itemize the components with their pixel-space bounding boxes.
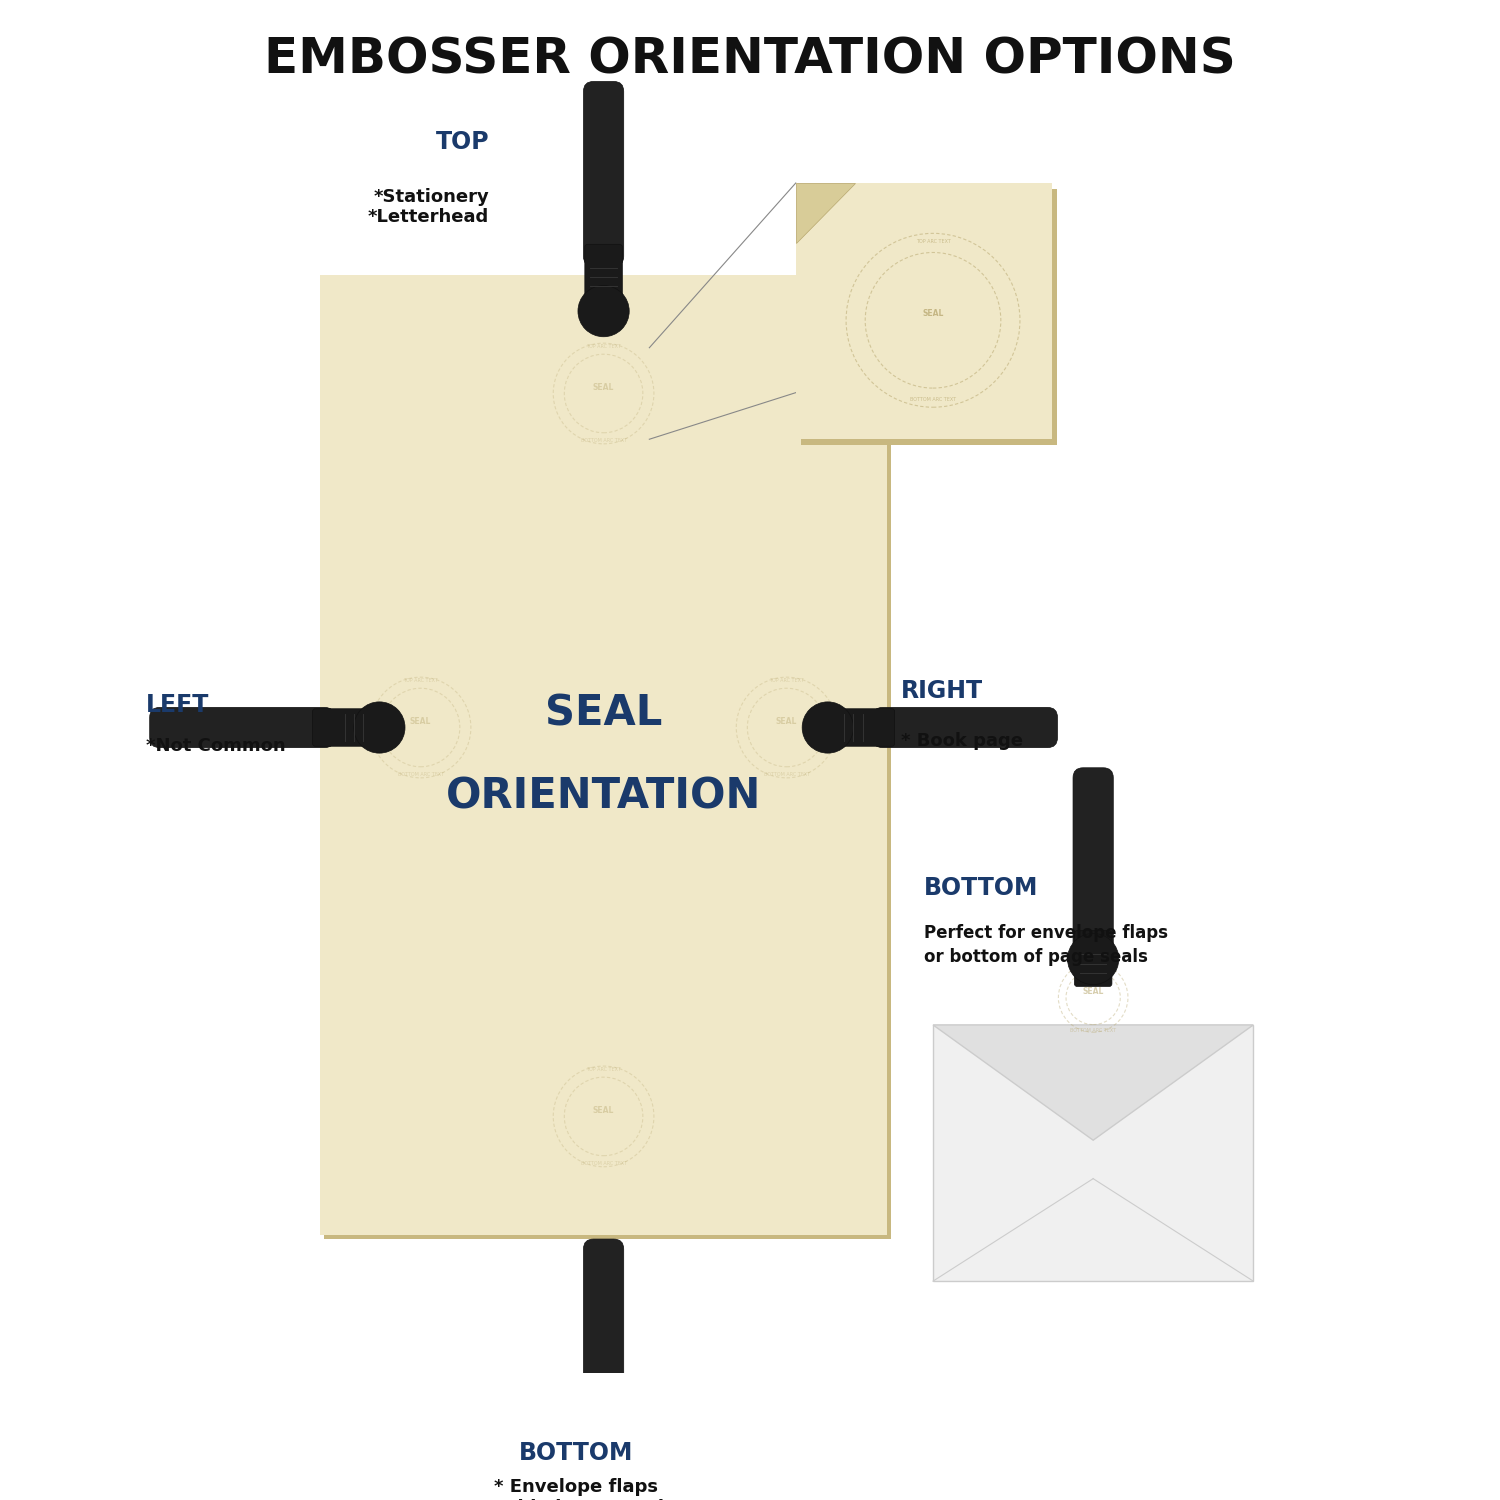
FancyBboxPatch shape xyxy=(839,708,894,747)
Text: *Stationery
*Letterhead: *Stationery *Letterhead xyxy=(368,188,489,226)
FancyBboxPatch shape xyxy=(801,189,1058,444)
Text: SEAL: SEAL xyxy=(544,693,663,735)
Text: * Book page: * Book page xyxy=(902,732,1023,750)
FancyBboxPatch shape xyxy=(585,1402,622,1458)
Text: BOTTOM ARC TEXT: BOTTOM ARC TEXT xyxy=(398,772,444,777)
Circle shape xyxy=(1068,933,1119,984)
Text: ORIENTATION: ORIENTATION xyxy=(446,776,762,818)
Circle shape xyxy=(354,702,405,753)
Text: TOP ARC TEXT: TOP ARC TEXT xyxy=(586,344,621,350)
FancyBboxPatch shape xyxy=(584,1239,624,1424)
FancyBboxPatch shape xyxy=(312,708,369,747)
FancyBboxPatch shape xyxy=(796,183,1052,440)
Circle shape xyxy=(578,285,628,338)
Text: SEAL: SEAL xyxy=(410,717,432,726)
Text: TOP ARC TEXT: TOP ARC TEXT xyxy=(770,678,804,682)
Text: TOP ARC TEXT: TOP ARC TEXT xyxy=(915,238,951,244)
Text: LEFT: LEFT xyxy=(146,693,210,717)
Text: BOTTOM ARC TEXT: BOTTOM ARC TEXT xyxy=(580,1161,627,1166)
Text: * Envelope flaps
* Folded note cards: * Envelope flaps * Folded note cards xyxy=(478,1478,675,1500)
Polygon shape xyxy=(933,1024,1254,1140)
FancyBboxPatch shape xyxy=(320,274,888,1236)
FancyBboxPatch shape xyxy=(1072,768,1113,952)
FancyBboxPatch shape xyxy=(873,708,1058,747)
FancyBboxPatch shape xyxy=(585,244,622,300)
Text: *Not Common: *Not Common xyxy=(146,736,285,754)
Text: BOTTOM ARC TEXT: BOTTOM ARC TEXT xyxy=(1070,1028,1116,1033)
Text: BOTTOM ARC TEXT: BOTTOM ARC TEXT xyxy=(764,772,810,777)
Text: TOP ARC TEXT: TOP ARC TEXT xyxy=(1076,962,1110,968)
Text: BOTTOM ARC TEXT: BOTTOM ARC TEXT xyxy=(580,438,627,442)
Text: EMBOSSER ORIENTATION OPTIONS: EMBOSSER ORIENTATION OPTIONS xyxy=(264,36,1236,84)
FancyBboxPatch shape xyxy=(150,708,334,747)
FancyBboxPatch shape xyxy=(584,81,624,267)
FancyBboxPatch shape xyxy=(1074,930,1112,987)
Text: TOP ARC TEXT: TOP ARC TEXT xyxy=(586,1066,621,1072)
Polygon shape xyxy=(796,183,855,243)
Text: BOTTOM: BOTTOM xyxy=(924,876,1038,900)
Text: TOP: TOP xyxy=(435,130,489,154)
Text: TOP ARC TEXT: TOP ARC TEXT xyxy=(404,678,438,682)
Circle shape xyxy=(802,702,853,753)
Circle shape xyxy=(578,1404,628,1456)
Text: Perfect for envelope flaps
or bottom of page seals: Perfect for envelope flaps or bottom of … xyxy=(924,924,1168,966)
FancyBboxPatch shape xyxy=(933,1024,1254,1281)
Text: SEAL: SEAL xyxy=(592,382,615,392)
Text: SEAL: SEAL xyxy=(1083,987,1104,996)
Text: SEAL: SEAL xyxy=(922,309,944,318)
Text: RIGHT: RIGHT xyxy=(902,680,983,703)
Text: BOTTOM: BOTTOM xyxy=(519,1442,633,1466)
Text: SEAL: SEAL xyxy=(776,717,798,726)
Text: SEAL: SEAL xyxy=(592,1106,615,1114)
Text: BOTTOM ARC TEXT: BOTTOM ARC TEXT xyxy=(910,398,956,402)
FancyBboxPatch shape xyxy=(324,278,891,1239)
